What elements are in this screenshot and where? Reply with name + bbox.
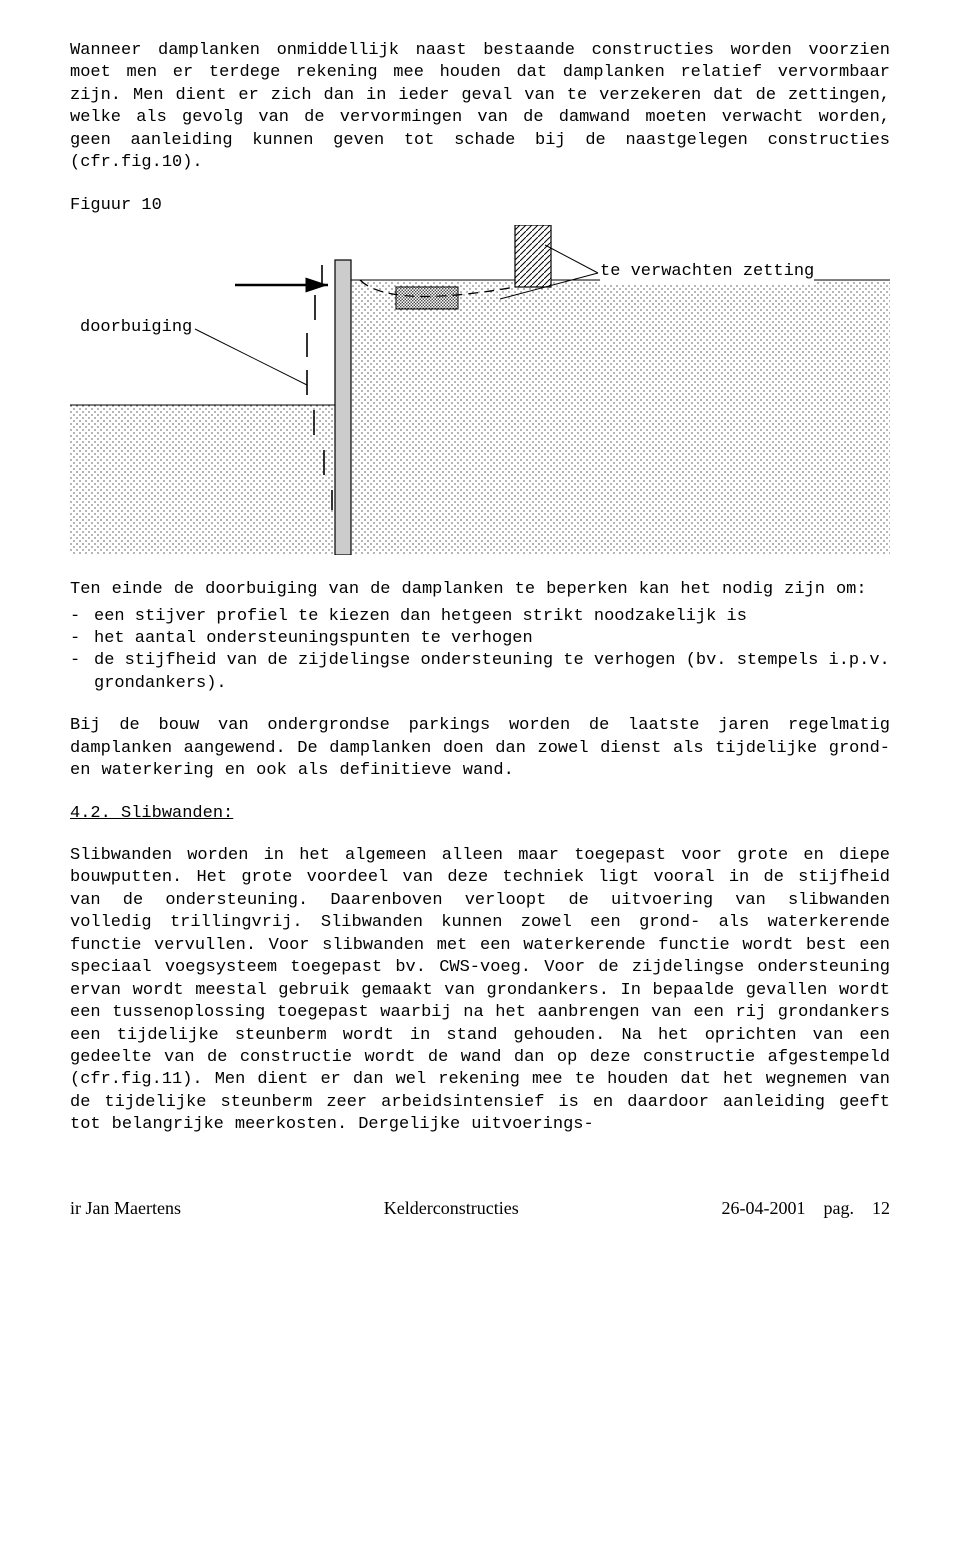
list-item: het aantal ondersteuningspunten te verho… <box>70 628 890 650</box>
intro-list: Ten einde de doorbuiging van de damplank… <box>70 579 890 601</box>
callout-zetting: te verwachten zetting <box>600 261 814 283</box>
figure-label: Figuur 10 <box>70 195 890 217</box>
footer-title: Kelderconstructies <box>384 1197 519 1221</box>
footer-author: ir Jan Maertens <box>70 1197 181 1221</box>
footer-right: 26-04-2001 pag. 12 <box>721 1197 890 1221</box>
footer-page-label: pag. <box>823 1198 854 1218</box>
paragraph-4: Slibwanden worden in het algemeen alleen… <box>70 845 890 1137</box>
footer-date: 26-04-2001 <box>721 1198 805 1218</box>
list-item: een stijver profiel te kiezen dan hetgee… <box>70 606 890 628</box>
footer-page-num: 12 <box>872 1198 890 1218</box>
section-heading: 4.2. Slibwanden: <box>70 803 890 825</box>
paragraph-1: Wanneer damplanken onmiddellijk naast be… <box>70 40 890 175</box>
figure-10: te verwachten zetting doorbuiging <box>70 225 890 555</box>
bullet-list: een stijver profiel te kiezen dan hetgee… <box>70 606 890 696</box>
list-item: de stijfheid van de zijdelingse onderste… <box>70 650 890 695</box>
page-footer: ir Jan Maertens Kelderconstructies 26-04… <box>70 1197 890 1221</box>
paragraph-3: Bij de bouw van ondergrondse parkings wo… <box>70 715 890 782</box>
callout-doorbuiging: doorbuiging <box>80 317 192 339</box>
